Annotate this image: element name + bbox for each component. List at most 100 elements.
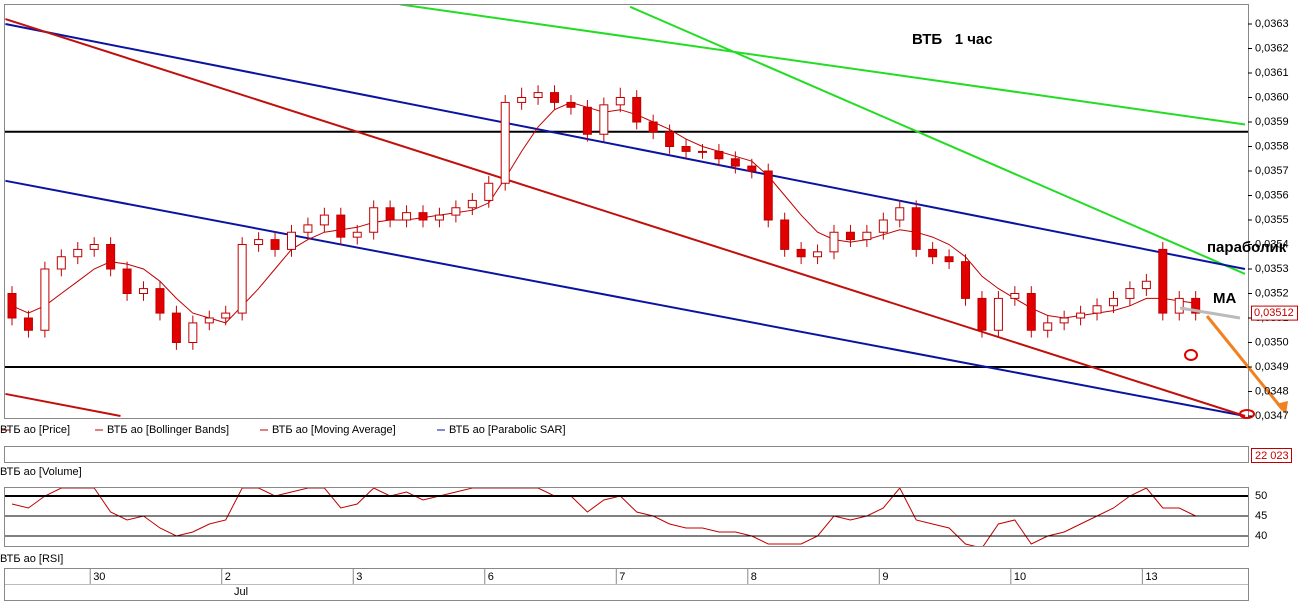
circle-marker [1184,349,1198,361]
x-tick-label: 6 [488,571,494,583]
candle-body [961,261,971,299]
y-tick-label: 0,0348 [1255,385,1289,397]
candle-body [451,207,461,216]
candle-body [434,214,444,221]
trend-line [399,5,1246,126]
y-tick-label: 0,0362 [1255,42,1289,54]
candle-body [977,297,987,331]
candle-body [747,165,757,172]
candle-body [122,268,132,294]
y-tick-label: 0,0349 [1255,361,1289,373]
candle-body [1125,288,1135,299]
y-tick-label: 0,0352 [1255,287,1289,299]
legend-label: ВТБ ао [Parabolic SAR] [449,424,566,436]
candle-body [1010,293,1020,299]
candle-body [336,214,346,238]
candle-body [928,248,938,258]
x-tick-label: 3 [356,571,362,583]
candle-body [550,92,560,103]
candle-body [763,170,773,221]
candle-body [56,256,66,270]
candle-body [993,297,1003,331]
candle-body [845,231,855,241]
candle-body [1191,297,1201,314]
x-tick-label: 9 [882,571,888,583]
candle-body [911,207,921,250]
rsi-frame [4,487,1249,547]
volume-value: 22 023 [1255,450,1289,462]
candle-body [517,97,527,103]
x-tick-label: 10 [1014,571,1026,583]
candle-body [467,199,477,209]
candle-body [829,231,839,253]
candle-body [7,293,17,319]
rsi-tick-label: 40 [1255,530,1267,542]
candle-body [895,207,905,221]
rsi-tick-label: 50 [1255,490,1267,502]
candle-body [665,131,675,148]
candle-body [566,101,576,108]
candle-body [1076,312,1086,319]
candle-body [1108,297,1118,307]
candle-body [1059,317,1069,324]
candle-body [237,244,247,314]
gray-arrow [1179,306,1241,320]
y-tick-label: 0,0356 [1255,189,1289,201]
candle-body [303,224,313,233]
candle-body [599,104,609,135]
last-price-box [1251,305,1298,321]
candle-body [40,268,50,331]
candle-body [615,97,625,106]
candle-body [1174,297,1184,314]
candle-body [1092,305,1102,314]
candle-body [204,317,214,324]
panel-label: ВТБ ао [Volume] [0,466,82,478]
month-label: Jul [234,586,248,598]
candle-body [780,219,790,250]
candle-body [862,231,872,241]
candle-body [171,312,181,344]
candle-body [632,97,642,123]
circle-marker [1239,409,1255,419]
trend-line [5,392,121,417]
chart-title: ВТБ 1 час [912,31,993,48]
y-tick-label: 0,0350 [1255,336,1289,348]
candle-body [1043,322,1053,331]
candle-body [681,146,691,152]
candle-body [73,248,83,258]
y-tick-label: 0,0355 [1255,214,1289,226]
last-price-label: 0,03512 [1254,307,1294,319]
candle-body [533,92,543,98]
candle-body [484,182,494,201]
y-tick-label: 0,0353 [1255,263,1289,275]
legend-label: ВТБ ао [Bollinger Bands] [107,424,229,436]
x-tick-label: 8 [751,571,757,583]
y-tick-label: 0,0359 [1255,116,1289,128]
candle-body [1158,248,1168,314]
candle-body [286,231,296,250]
rsi-line [11,488,1196,546]
date-frame [4,568,1249,601]
candle-body [352,231,362,238]
candle-body [23,317,33,331]
rsi-tick-label: 45 [1255,510,1267,522]
y-tick-label: 0,0357 [1255,165,1289,177]
candle-body [944,256,954,263]
candle-body [878,219,888,233]
candle-body [139,288,149,295]
candle-body [418,212,428,221]
legend-label: ВТБ ао [Moving Average] [272,424,396,436]
candle-body [270,239,280,250]
candle-body [221,312,231,319]
candle-body [106,244,116,270]
orange-arrow [1205,315,1285,411]
x-tick-label: 2 [225,571,231,583]
candle-body [697,150,707,153]
legend-label: ВТБ ао [Price] [0,424,70,436]
candle-body [385,207,395,221]
price-plot [5,5,1248,417]
y-tick-label: 0,0354 [1255,238,1289,250]
rsi-plot [11,488,1196,546]
